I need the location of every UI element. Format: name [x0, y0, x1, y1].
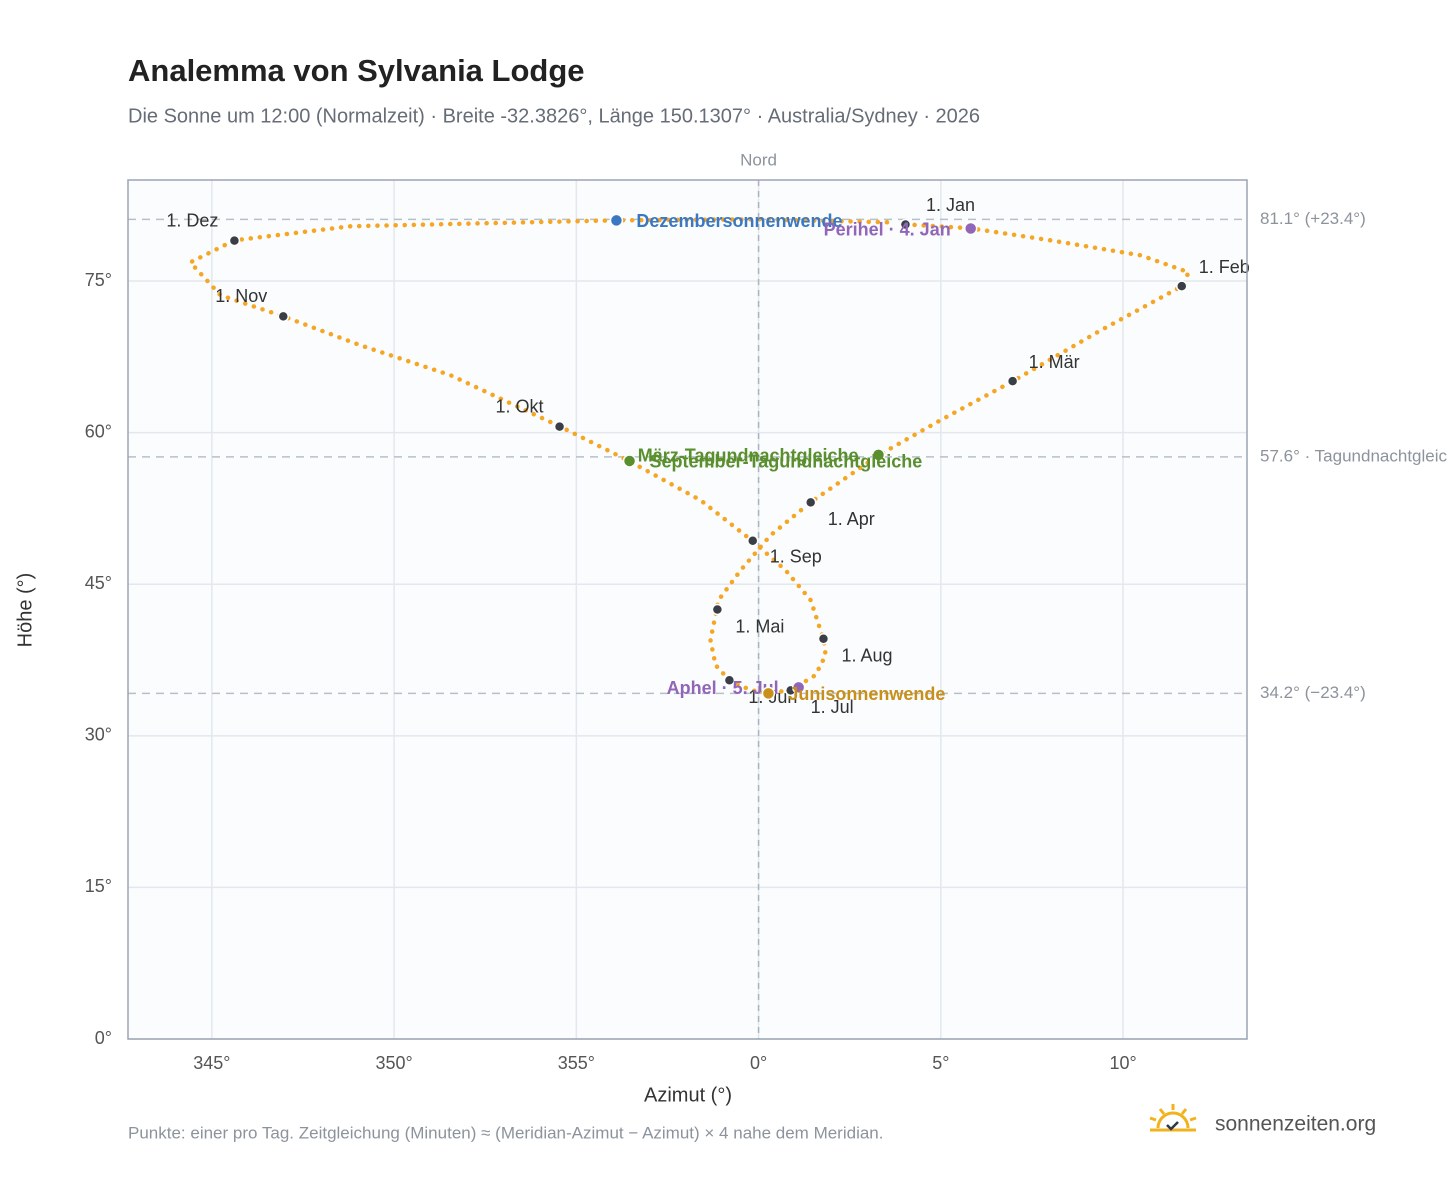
month-marker [804, 496, 817, 509]
month-marker [1006, 375, 1019, 387]
month-marker [1176, 280, 1188, 292]
y-tick-label: 75° [85, 270, 112, 290]
x-tick-label: 0° [750, 1053, 767, 1073]
reference-label: 57.6° · Tagundnachtgleiche [1260, 446, 1448, 465]
event-label: Junisonnenwende [788, 684, 945, 704]
month-marker [277, 310, 290, 323]
x-tick-label: 10° [1109, 1053, 1136, 1073]
month-label: 1. Feb [1199, 257, 1250, 277]
month-label: 1. Aug [841, 646, 892, 666]
event-label: Aphel · 5. Jul [667, 678, 779, 698]
chart-title: Analemma von Sylvania Lodge [128, 53, 585, 88]
event-marker [791, 680, 806, 695]
month-marker [723, 674, 736, 686]
event-marker [871, 448, 886, 462]
event-marker [609, 213, 624, 228]
month-marker [553, 420, 566, 433]
plot-area [128, 180, 1247, 1039]
event-label: Dezembersonnenwende [636, 211, 842, 231]
brand-icon [1149, 1104, 1197, 1132]
x-tick-label: 355° [558, 1053, 595, 1073]
x-axis-label: Azimut (°) [644, 1084, 732, 1106]
reference-label: 81.1° (+23.4°) [1260, 209, 1366, 228]
month-label: 1. Apr [828, 509, 875, 529]
x-tick-label: 345° [193, 1053, 230, 1073]
month-label: 1. Dez [166, 210, 218, 230]
event-label: März-Tagundnachtgleiche [638, 446, 859, 466]
y-tick-label: 30° [85, 725, 112, 745]
footnote: Punkte: einer pro Tag. Zeitgleichung (Mi… [128, 1123, 884, 1142]
month-marker [228, 234, 241, 247]
chart-subtitle: Die Sonne um 12:00 (Normalzeit) · Breite… [128, 105, 980, 127]
x-tick-label: 5° [932, 1053, 949, 1073]
y-tick-label: 60° [85, 421, 112, 441]
month-label: 1. Nov [215, 286, 267, 306]
brand: sonnenzeiten.org [1215, 1113, 1376, 1136]
month-label: 1. Sep [770, 547, 822, 567]
reference-label: 34.2° (−23.4°) [1260, 683, 1366, 702]
month-marker [817, 633, 830, 645]
month-label: 1. Mär [1029, 352, 1080, 372]
event-label: Perihel · 4. Jan [824, 219, 951, 239]
month-marker [746, 535, 759, 547]
month-label: 1. Jul [811, 697, 854, 717]
y-tick-label: 15° [85, 876, 112, 896]
month-label: 1. Mai [735, 616, 784, 636]
month-marker [711, 603, 724, 616]
y-axis-label: Höhe (°) [14, 573, 36, 648]
event-marker [963, 221, 978, 236]
meridian-label: Nord [740, 150, 777, 169]
event-marker [761, 686, 776, 701]
month-marker [899, 218, 912, 231]
event-label: September-Tagundnachtgleiche [650, 452, 923, 472]
event-marker [622, 454, 637, 468]
x-tick-label: 350° [375, 1053, 412, 1073]
month-label: 1. Okt [496, 396, 544, 416]
y-tick-label: 45° [85, 573, 112, 593]
y-tick-label: 0° [95, 1028, 112, 1048]
month-label: 1. Jan [926, 195, 975, 215]
plot-frame [127, 179, 1248, 1040]
